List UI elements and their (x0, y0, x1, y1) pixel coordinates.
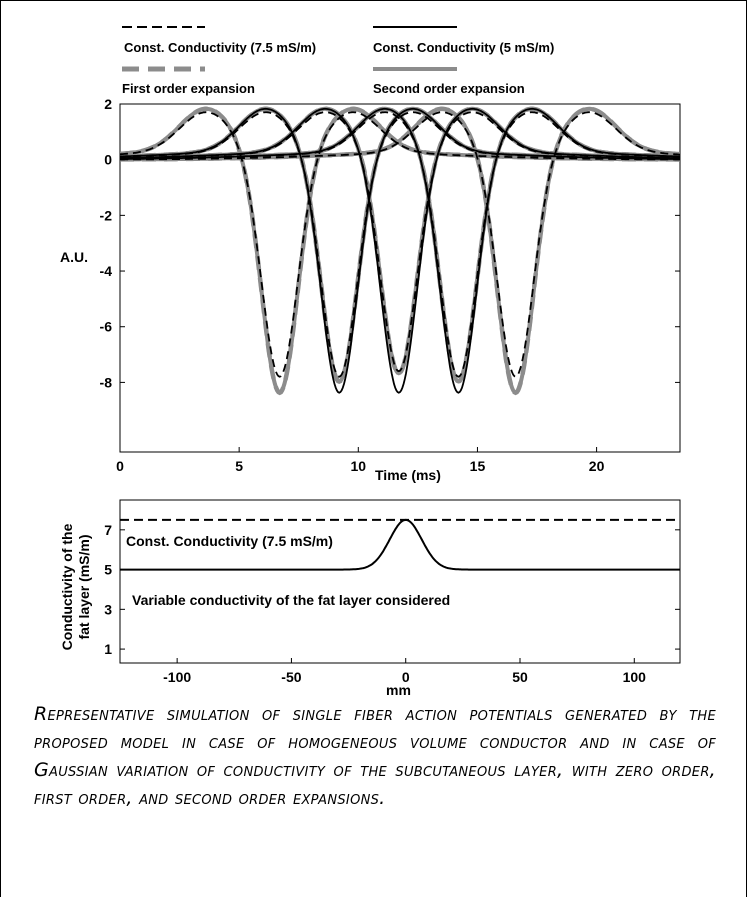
variable-conductivity-line (120, 518, 680, 571)
y-tick-label: 2 (104, 96, 112, 112)
x-tick-label: 0 (116, 458, 124, 474)
y-axis-label: A.U. (60, 249, 88, 265)
action-potential-plot: 0 5 10 15 20 20-2-4-6-8 Time (ms) A.U. (60, 96, 681, 483)
x-tick-label: 50 (512, 669, 528, 685)
y-tick-label: 5 (104, 562, 112, 578)
y-tick-label: 1 (104, 641, 112, 657)
x-tick-label: 20 (589, 458, 605, 474)
x-tick-label: 15 (470, 458, 486, 474)
y-ticks: 2 0 -2 -4 -6 -8 (100, 96, 680, 390)
figure: Const. Conductivity (7.5 mS/m) Const. Co… (59, 26, 681, 698)
y-tick-label: 3 (104, 601, 112, 617)
y-tick-label: -2 (100, 207, 113, 223)
x-axis-label: Time (ms) (375, 467, 441, 483)
y-tick-label: -4 (100, 263, 113, 279)
series-line-1 (120, 111, 680, 373)
plot-area (119, 499, 681, 664)
series-group (120, 518, 680, 571)
x-ticks: -100 -50 0 50 100 (163, 658, 646, 685)
conductivity-plot: -100 -50 0 50 100 1 3 5 7 Const. Conductivity (… (59, 499, 681, 698)
series-line-1 (120, 111, 680, 378)
y-axis-label-line-1: Conductivity of the (59, 523, 75, 650)
y-tick-label: -6 (100, 319, 113, 335)
x-tick-label: -100 (163, 669, 191, 685)
y-tick-label: -8 (100, 374, 113, 390)
series-line-1 (120, 111, 680, 378)
x-tick-label: 0 (402, 669, 410, 685)
y-tick-label: 0 (104, 152, 112, 168)
series-line-1 (120, 111, 680, 378)
annotation-const: Const. Conductivity (7.5 mS/m) (126, 533, 333, 549)
series-group (120, 106, 680, 396)
legend-label-3: First order expansion (122, 81, 255, 96)
y-tick-label: 7 (104, 522, 112, 538)
legend-label-2: Const. Conductivity (5 mS/m) (373, 40, 554, 55)
x-tick-label: 10 (351, 458, 367, 474)
annotation-variable: Variable conductivity of the fat layer c… (132, 592, 450, 608)
y-ticks: 1 3 5 7 (104, 522, 680, 657)
y-axis-label-line-2: fat layer (mS/m) (76, 534, 92, 639)
legend-label-1: Const. Conductivity (7.5 mS/m) (124, 40, 316, 55)
x-axis-label: mm (386, 682, 411, 698)
series-line-1 (120, 111, 680, 378)
x-tick-label: -50 (281, 669, 301, 685)
x-tick-label: 5 (235, 458, 243, 474)
x-ticks: 0 5 10 15 20 (116, 447, 605, 474)
legend-label-4: Second order expansion (373, 81, 525, 96)
figure-caption: Representative simulation of single fibe… (34, 703, 716, 809)
plot-area (119, 103, 681, 453)
x-tick-label: 100 (623, 669, 647, 685)
legend: Const. Conductivity (7.5 mS/m) Const. Co… (122, 26, 554, 96)
